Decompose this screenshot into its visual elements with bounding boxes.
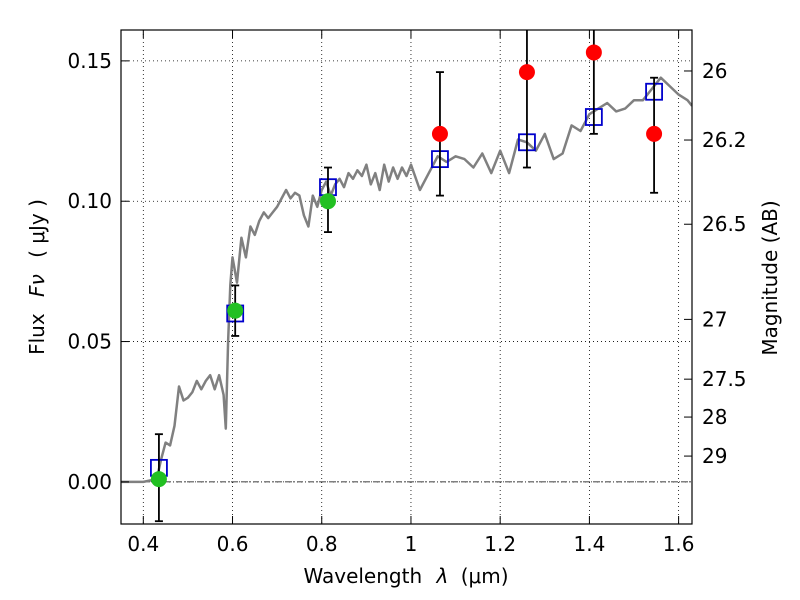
data-points	[150, 30, 663, 523]
green-data-point	[150, 471, 167, 488]
template-spectrum-line	[121, 76, 692, 484]
y2-tick-label: 26.2	[702, 128, 747, 152]
y-tick-label: 0.15	[67, 49, 112, 73]
y-axis-symbol: Fν	[25, 274, 49, 297]
y-tick-label: 0.00	[67, 470, 112, 494]
y-axis-label: Flux	[25, 313, 49, 355]
red-data-point	[646, 125, 663, 142]
y2-tick-label: 26.5	[702, 212, 747, 236]
y-tick-label: 0.05	[67, 330, 112, 354]
red-data-point	[585, 44, 602, 61]
x-tick-label: 0.4	[127, 532, 159, 556]
y2-tick-label: 29	[702, 444, 727, 468]
x-tick-label: 0.8	[306, 532, 338, 556]
red-data-point	[431, 125, 448, 142]
y2-tick-label: 26	[702, 59, 727, 83]
x-axis-unit: (μm)	[461, 564, 509, 588]
x-axis-symbol: λ	[436, 564, 449, 588]
x-tick-label: 1.6	[663, 532, 695, 556]
axis-ticks: 0.4 0.6 0.8 1 1.2 1.4 1.6 0.00 0.05 0.10 0.15 26 26.…	[67, 30, 747, 556]
grid	[121, 30, 692, 524]
x-tick-label: 1	[405, 532, 418, 556]
y-axis-unit: ( μJy )	[25, 199, 49, 258]
red-data-point	[518, 64, 535, 81]
y2-tick-label: 28	[702, 405, 727, 429]
plot-frame	[120, 29, 693, 525]
template-layer	[121, 76, 692, 484]
x-tick-label: 1.4	[573, 532, 605, 556]
y2-tick-label: 27.5	[702, 367, 747, 391]
y-tick-label: 0.10	[67, 189, 112, 213]
y-axis-title: Flux Fν ( μJy )	[25, 199, 49, 355]
y2-axis-title: Magnitude (AB)	[758, 200, 782, 355]
x-tick-label: 0.6	[217, 532, 249, 556]
x-axis-title: Wavelength λ (μm)	[303, 564, 508, 588]
x-tick-label: 1.2	[484, 532, 516, 556]
x-axis-label: Wavelength	[303, 564, 422, 588]
green-data-point	[319, 193, 336, 210]
points-clip-group	[150, 30, 663, 523]
y2-tick-label: 27	[702, 307, 727, 331]
green-data-point	[227, 302, 244, 319]
